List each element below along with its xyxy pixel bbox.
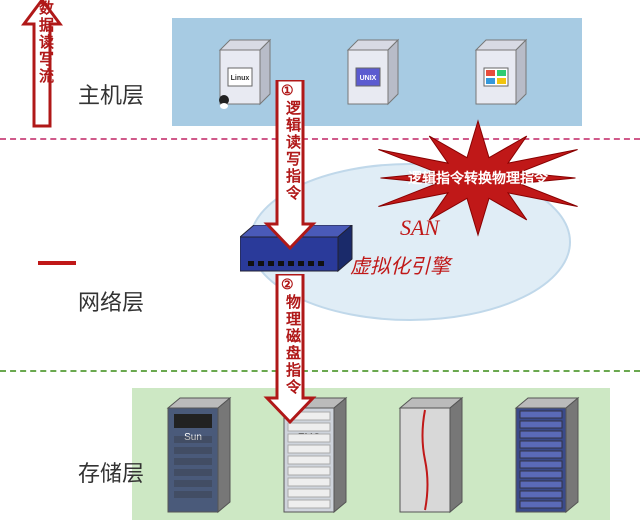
svg-text:UNIX: UNIX <box>360 75 377 82</box>
storage-layer-label: 存储层 <box>78 456 144 488</box>
host-layer-label: 主机层 <box>78 78 144 110</box>
arrow-label: 逻辑读写指令 <box>282 100 303 202</box>
network-layer-label: 网络层 <box>78 285 144 317</box>
host-server <box>466 36 536 106</box>
arrow-number: ② <box>281 276 294 293</box>
virtualization-engine-label: 虚拟化引擎 <box>350 256 450 278</box>
burst-label: 逻辑指令转换物理指令 <box>400 168 556 188</box>
storage-rack-icon: Sun <box>160 396 244 520</box>
arrow-label: 物理磁盘指令 <box>282 294 303 396</box>
host-server: UNIX <box>338 36 408 106</box>
arrow-number: ① <box>281 82 294 99</box>
storage-rack-icon <box>392 396 476 520</box>
storage-rack-icon <box>508 396 592 520</box>
svg-text:Linux: Linux <box>231 75 250 82</box>
data-flow-label: 数据读写流 <box>35 0 56 85</box>
san-label: SAN <box>400 215 439 241</box>
